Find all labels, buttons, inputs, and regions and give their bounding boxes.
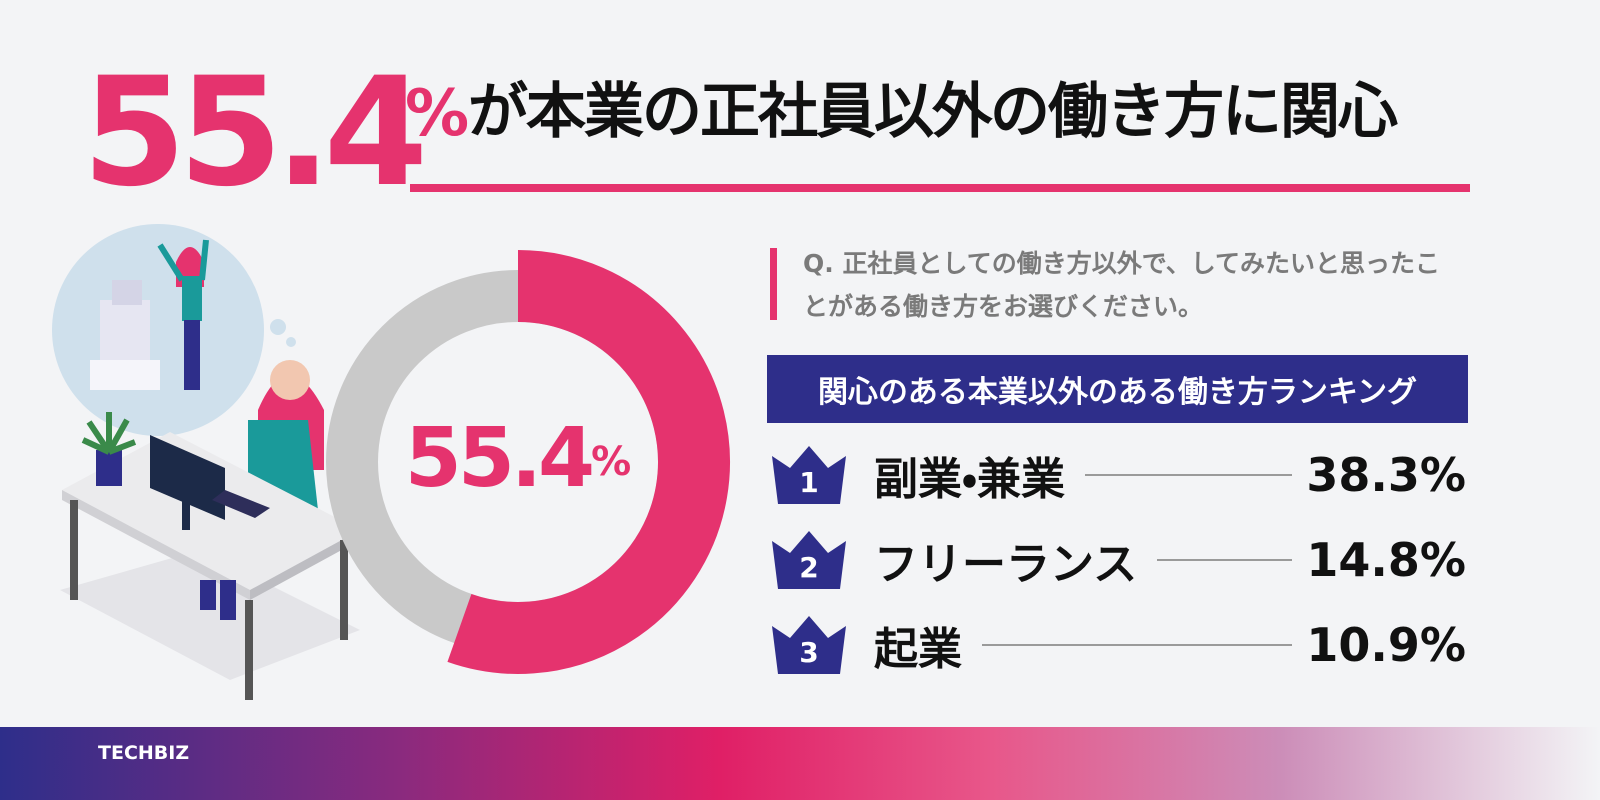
footer-bar <box>0 727 1600 800</box>
headline-unit: % <box>405 77 470 151</box>
rank-crown: 3 <box>772 616 846 674</box>
ranking-row: 3 起業 10.9% <box>770 610 1466 680</box>
rank-number: 2 <box>799 551 818 584</box>
donut-center-value: 55.4 <box>405 411 592 506</box>
leader-line <box>1157 559 1293 561</box>
crown-shape <box>772 616 846 674</box>
rank-label: 副業・兼業 <box>874 454 1065 505</box>
ranking-row: 2 フリーランス 14.8% <box>770 525 1466 595</box>
rank-label: 起業 <box>874 624 962 675</box>
brand: TECHBIZ <box>98 742 190 764</box>
donut-chart: 55.4% <box>326 250 730 674</box>
leader-line <box>1084 474 1293 476</box>
ranking-title: 関心のある本業以外のある働き方ランキング <box>767 355 1468 423</box>
illustration <box>52 224 360 700</box>
question-prefix: Q. <box>803 249 834 278</box>
crown-shape <box>772 531 846 589</box>
donut-center-unit: % <box>591 439 631 485</box>
rank-label: フリーランス <box>874 539 1138 590</box>
headline-value: 55.4 <box>82 46 428 220</box>
question-text: 正社員としての働き方以外で、してみたいと思ったことがある働き方をお選びください。 <box>803 249 1440 321</box>
donut-segment <box>447 250 730 674</box>
rank-value: 10.9% <box>1306 618 1466 672</box>
rank-number: 3 <box>799 636 818 669</box>
headline-text: が本業の正社員以外の働き方に関心 <box>468 77 1398 147</box>
rank-crown: 1 <box>772 446 846 504</box>
crown-shape <box>772 446 846 504</box>
question: Q. 正社員としての働き方以外で、してみたいと思ったことがある働き方をお選びくだ… <box>803 242 1463 328</box>
question-accent <box>770 248 777 320</box>
rank-number: 1 <box>799 466 818 499</box>
headline-underline <box>410 184 1470 192</box>
rank-value: 14.8% <box>1306 533 1466 587</box>
rank-crown: 2 <box>772 531 846 589</box>
rank-value: 38.3% <box>1306 448 1466 502</box>
donut-center-label: 55.4% <box>405 411 631 506</box>
ranking-row: 1 副業・兼業 38.3% <box>770 440 1466 510</box>
leader-line <box>982 644 1293 646</box>
